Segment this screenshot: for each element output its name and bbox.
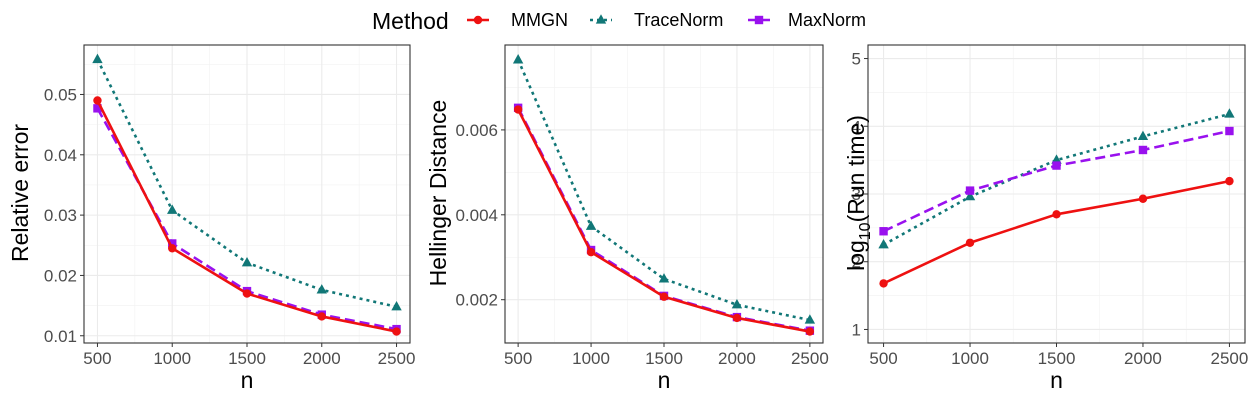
data-point: [1137, 130, 1149, 141]
data-point: [93, 104, 102, 113]
series-tracenorm: [512, 54, 816, 324]
panel-3: 500 1000 1500 2000 2500 1 2 3 4 5 n log10(Run time): [843, 44, 1249, 393]
data-point: [317, 312, 326, 321]
data-point: [512, 54, 524, 64]
data-point: [1052, 210, 1061, 219]
data-point: [167, 204, 178, 214]
series-maxnorm: [879, 126, 1234, 236]
x-tick-label: 2500: [1211, 349, 1249, 368]
data-point: [392, 327, 401, 336]
x-tick-label: 500: [869, 349, 897, 368]
legend-title: Method: [372, 8, 449, 34]
data-point: [1225, 126, 1234, 136]
data-point: [659, 292, 669, 301]
data-point: [805, 327, 815, 336]
data-point: [1224, 108, 1235, 118]
legend-item-mmgn: MMGN: [467, 10, 568, 30]
data-point: [316, 284, 327, 294]
series-mmgn: [879, 176, 1234, 288]
series-line: [882, 112, 1230, 246]
y-tick-label: 0.006: [455, 121, 498, 140]
data-point: [513, 105, 523, 114]
data-point: [965, 238, 975, 247]
x-tick-label: 1500: [1038, 349, 1076, 368]
legend-item-maxnorm: MaxNorm: [748, 10, 866, 30]
series-line: [516, 59, 811, 322]
x-tick-label: 1000: [572, 349, 610, 368]
y-tick-label: 0.02: [44, 266, 77, 285]
legend-label: TraceNorm: [634, 10, 723, 30]
data-point: [93, 96, 102, 105]
x-tick-label: 2500: [378, 349, 416, 368]
data-point: [731, 298, 743, 309]
y-tick-label: 1: [852, 320, 861, 339]
series-tracenorm: [92, 53, 402, 311]
data-point: [586, 247, 596, 257]
legend: Method MMGN TraceNorm MaxNorm: [372, 8, 866, 34]
data-point: [879, 279, 888, 288]
data-point: [878, 238, 889, 249]
y-axis-title: log10(Run time): [843, 115, 874, 271]
data-point: [964, 190, 976, 201]
data-point: [1052, 161, 1061, 170]
legend-item-tracenorm: TraceNorm: [590, 10, 723, 30]
y-tick-label: 4: [852, 117, 861, 136]
x-axis-title: n: [1050, 367, 1063, 393]
x-tick-label: 2000: [1124, 349, 1162, 368]
legend-key-marker: [754, 15, 764, 25]
y-axis-title: Relative error: [7, 124, 33, 262]
y-tick-label: 0.01: [44, 327, 77, 346]
panel-2: 500 1000 1500 2000 2500 0.002 0.004 0.006 n Helli…: [425, 44, 829, 393]
x-tick-label: 500: [504, 349, 532, 368]
legend-key-marker: [473, 15, 483, 25]
y-tick-label: 0.002: [455, 291, 498, 310]
y-tick-label: 3: [852, 185, 861, 204]
data-point: [391, 301, 402, 311]
data-point: [168, 239, 177, 248]
x-tick-label: 1000: [951, 349, 989, 368]
x-axis-title: n: [241, 367, 254, 393]
legend-key-marker: [595, 14, 607, 24]
x-tick-label: 1500: [645, 349, 683, 368]
data-point: [242, 289, 252, 298]
data-point: [1225, 176, 1234, 186]
y-axis-title: Hellinger Distance: [425, 100, 451, 287]
y-tick-label: 0.03: [44, 206, 77, 225]
y-tick-label: 5: [852, 50, 861, 69]
data-point: [1138, 145, 1148, 155]
series-mmgn: [513, 105, 815, 336]
y-tick-label: 0.05: [44, 85, 77, 104]
data-point: [965, 186, 975, 195]
series-mmgn: [93, 96, 401, 336]
data-point: [1138, 194, 1148, 203]
data-point: [585, 220, 597, 230]
data-point: [92, 53, 103, 64]
x-tick-label: 2000: [718, 349, 756, 368]
y-tick-label: 0.004: [455, 206, 498, 225]
y-tick-label: 0.04: [44, 146, 77, 165]
x-axis-title: n: [658, 367, 671, 393]
x-tick-label: 1000: [153, 349, 191, 368]
x-tick-label: 1500: [228, 349, 266, 368]
data-point: [804, 314, 816, 324]
data-point: [879, 227, 888, 236]
legend-label: MaxNorm: [788, 10, 866, 30]
data-point: [658, 273, 670, 283]
x-tick-label: 500: [83, 349, 111, 368]
legend-label: MMGN: [511, 10, 568, 30]
panel-1: 500 1000 1500 2000 2500 0.01 0.02 0.03 0.04 0.05 n…: [7, 44, 416, 393]
x-tick-label: 2500: [791, 349, 829, 368]
data-point: [241, 256, 253, 267]
y-tick-label: 2: [852, 253, 861, 272]
x-tick-label: 2000: [303, 349, 341, 368]
data-point: [732, 313, 742, 323]
data-point: [168, 244, 177, 253]
